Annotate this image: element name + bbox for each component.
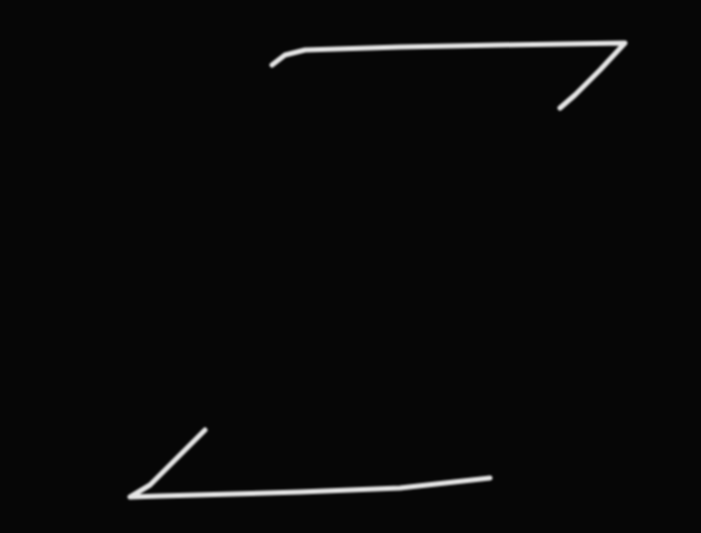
y-axis (382, 30, 389, 520)
oscilloscope (0, 0, 701, 533)
screen (0, 0, 701, 533)
plot-area (130, 43, 625, 497)
hysteresis-trace (130, 43, 625, 497)
x-axis (125, 268, 630, 273)
